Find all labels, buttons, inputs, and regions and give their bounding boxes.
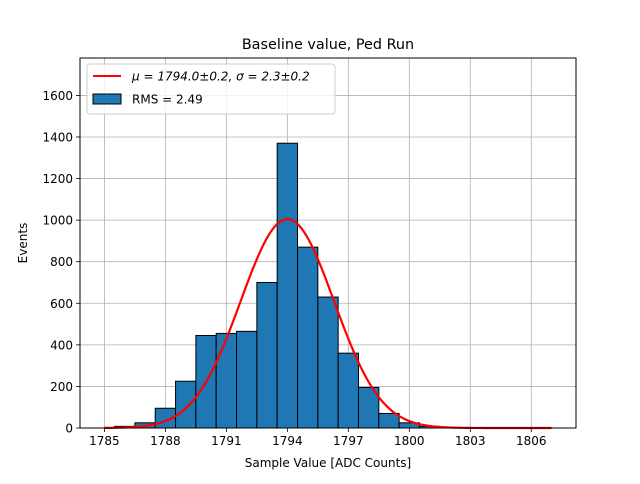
y-tick-label: 800: [50, 255, 73, 269]
legend-fit-label: μ = 1794.0±0.2, σ = 2.3±0.2: [131, 70, 310, 84]
y-tick-label: 1600: [42, 89, 73, 103]
y-tick-label: 600: [50, 297, 73, 311]
plot-frame: [79, 57, 577, 429]
y-tick-label: 1000: [42, 214, 73, 228]
histogram-bar: [337, 352, 359, 429]
x-tick-label: 1797: [333, 434, 364, 448]
x-tick-label: 1794: [272, 434, 303, 448]
y-tick-label: 1400: [42, 130, 73, 144]
legend-hist-swatch: [92, 93, 122, 105]
histogram-bar: [256, 281, 278, 429]
histogram-bar: [276, 142, 299, 429]
y-tick-label: 0: [65, 422, 73, 436]
histogram-bar: [297, 246, 319, 429]
x-tick-label: 1800: [394, 434, 425, 448]
x-axis: 1785 1788 1791 1794 1797 1800 1803 1806: [89, 428, 547, 448]
histogram-bars: [114, 142, 441, 429]
histogram-bar: [378, 412, 400, 429]
x-tick-label: 1791: [211, 434, 242, 448]
y-axis-label: Events: [16, 223, 30, 264]
histogram-bar: [175, 380, 197, 429]
histogram-bar: [317, 296, 339, 429]
x-tick-label: 1803: [455, 434, 486, 448]
y-tick-label: 200: [50, 380, 73, 394]
y-tick-label: 400: [50, 338, 73, 352]
legend-rms-label: RMS = 2.49: [132, 93, 203, 107]
x-axis-label: Sample Value [ADC Counts]: [245, 456, 411, 470]
y-axis: 0 200 400 600 800 1000 1200 1400 1600: [42, 89, 80, 436]
legend: μ = 1794.0±0.2, σ = 2.3±0.2 RMS = 2.49: [86, 63, 336, 115]
legend-box: [86, 63, 336, 115]
histogram-bar: [215, 332, 238, 429]
chart-title: Baseline value, Ped Run: [242, 37, 414, 53]
histogram-bar: [236, 330, 258, 429]
y-tick-label: 1200: [42, 172, 73, 186]
x-tick-label: 1788: [150, 434, 181, 448]
x-tick-label: 1806: [516, 434, 547, 448]
x-tick-label: 1785: [89, 434, 120, 448]
